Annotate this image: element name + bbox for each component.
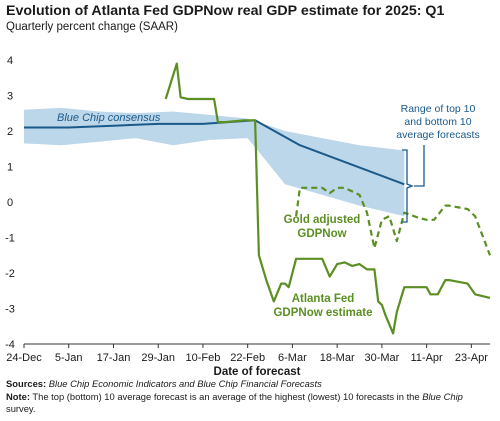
y-tick-label: -1 [5,233,15,245]
y-tick-label: 0 [7,197,13,209]
chart-title: Evolution of Atlanta Fed GDPNow real GDP… [6,3,445,19]
annotation-layer: Blue Chip consensus Range of top 10 and … [57,103,480,319]
y-tick-label: 2 [7,126,13,138]
note-label: Note: [6,390,30,402]
y-tick-label: -3 [5,304,15,316]
annotation-blue-chip: Blue Chip consensus [57,112,161,124]
series-layer [24,62,492,335]
annotation-range-line3: average forecasts [396,129,479,141]
x-tick-label: 10-Feb [185,352,220,364]
x-tick-label: 18-Mar [320,352,355,364]
chart-subtitle: Quarterly percent change (SAAR) [6,21,178,33]
sources-text: Blue Chip Economic Indicators and Blue C… [48,378,322,389]
x-tick-label: 6-Mar [278,352,307,364]
y-tick-label: 4 [7,55,13,67]
note-text-2: survey. [6,403,36,414]
range-bracket [402,149,414,223]
axis-layer: 4 3 2 1 0 -1 -2 -3 -424-Dec 5-Jan 17-Jan 29-Jan 10-F… [5,55,490,378]
note-text-1: The top (bottom) 10 average forecast is … [32,390,420,402]
y-tick-label: 3 [7,91,13,103]
annotation-gold-line1: Gold adjusted [284,214,361,226]
annotation-range-line1: Range of top 10 [401,103,476,115]
chart-notes: Sources: Blue Chip Economic Indicators a… [6,378,494,416]
annotation-range-line2: and bottom 10 [404,116,471,128]
y-tick-label: -4 [5,339,15,351]
note-text-italic: Blue Chip [422,390,463,402]
annotation-gold-line2: GDPNow [297,228,346,240]
gold-adjusted-gdpnow-line [295,186,492,256]
y-tick-label: -2 [5,268,15,280]
x-tick-label: 24-Dec [6,352,42,364]
x-tick-label: 23-Apr [455,352,488,364]
x-tick-label: 30-Mar [364,352,399,364]
annotation-atl-line1: Atlanta Fed [292,293,355,305]
blue-chip-consensus-line [24,119,405,186]
sources-line: Sources: Blue Chip Economic Indicators a… [6,378,494,391]
sources-label: Sources: [6,378,47,389]
y-tick-label: 1 [7,162,13,174]
range-band [24,107,405,217]
range-leader-line [414,145,425,187]
x-tick-label: 29-Jan [141,352,175,364]
x-tick-label: 17-Jan [97,352,131,364]
annotation-atl-line2: GDPNow estimate [273,307,372,319]
note-line: Note: The top (bottom) 10 average foreca… [6,391,494,416]
x-axis-label: Date of forecast [214,366,301,378]
x-tick-label: 11-Apr [410,352,443,364]
gdpnow-estimate-line [164,62,491,335]
band-layer [24,107,405,217]
x-tick-label: 22-Feb [230,352,265,364]
x-tick-label: 5-Jan [55,352,83,364]
